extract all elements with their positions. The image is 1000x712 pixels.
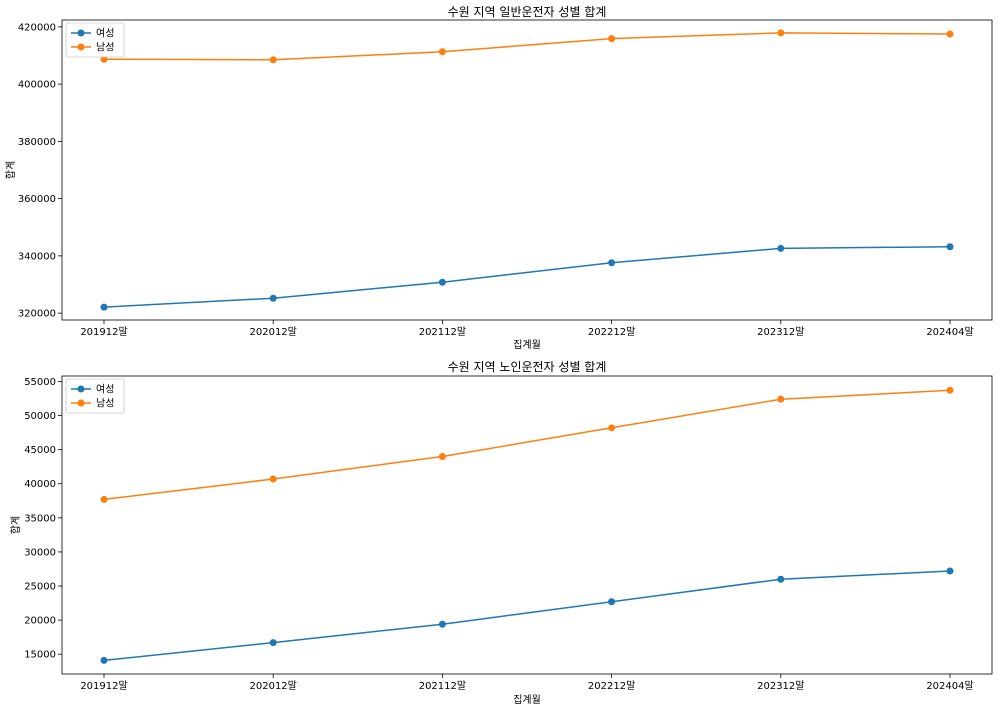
data-point <box>100 55 108 63</box>
data-point <box>438 278 446 286</box>
x-tick-label: 202212말 <box>588 326 635 338</box>
chart-title: 수원 지역 노인운전자 성별 합계 <box>448 360 607 374</box>
y-axis-label: 합계 <box>10 516 22 534</box>
y-tick-label: 35000 <box>24 513 56 524</box>
data-point <box>946 386 954 394</box>
data-point <box>269 639 277 647</box>
y-tick-label: 420000 <box>18 22 56 33</box>
y-tick-label: 15000 <box>24 650 56 661</box>
y-tick-label: 45000 <box>24 445 56 456</box>
y-tick-label: 380000 <box>18 137 56 148</box>
data-point <box>438 452 446 460</box>
y-tick-label: 50000 <box>24 411 56 422</box>
y-tick-label: 20000 <box>24 616 56 627</box>
series-line-2 <box>103 32 951 61</box>
plot-frame <box>61 375 993 675</box>
data-point <box>777 29 785 37</box>
chart-title: 수원 지역 일반운전자 성별 합계 <box>448 5 607 19</box>
data-point <box>946 30 954 38</box>
x-tick-label: 202404말 <box>926 326 973 338</box>
y-tick-label: 55000 <box>24 377 56 388</box>
data-point <box>438 620 446 628</box>
data-point <box>100 495 108 503</box>
legend-marker <box>77 29 85 37</box>
x-tick-label: 202112말 <box>419 326 466 338</box>
legend-box <box>65 378 125 414</box>
series-line-1 <box>103 245 951 308</box>
chart-1: 수원 지역 일반운전자 성별 합계 201912말 202012말 202112말 20… <box>5 5 993 351</box>
legend-marker <box>77 43 85 51</box>
legend-label: 여성 <box>96 28 114 40</box>
x-tick-label: 202312말 <box>757 680 804 692</box>
data-point <box>608 424 616 432</box>
x-tick-label: 202012말 <box>250 680 297 692</box>
x-tick-label: 202404말 <box>926 680 973 692</box>
y-axis-label: 합계 <box>5 161 17 179</box>
y-tick-label: 30000 <box>24 547 56 558</box>
data-point <box>269 475 277 483</box>
y-tick-label: 40000 <box>24 479 56 490</box>
x-tick-label: 202212말 <box>588 680 635 692</box>
chart-2: 수원 지역 노인운전자 성별 합계 201912말 202012말 202112말 20… <box>10 360 993 706</box>
data-point <box>777 395 785 403</box>
data-point <box>438 48 446 56</box>
data-point <box>100 303 108 311</box>
data-point <box>946 567 954 575</box>
data-point <box>608 598 616 606</box>
legend-marker <box>77 385 85 393</box>
data-point <box>777 244 785 252</box>
series-line-2 <box>103 389 951 501</box>
x-axis-label: 집계월 <box>513 339 541 351</box>
legend-label: 남성 <box>96 398 114 410</box>
x-axis-label: 집계월 <box>513 694 541 706</box>
data-point <box>608 35 616 43</box>
data-point <box>269 294 277 302</box>
x-tick-label: 202112말 <box>419 680 466 692</box>
x-tick-label: 202312말 <box>757 326 804 338</box>
data-point <box>269 56 277 64</box>
data-point <box>946 243 954 251</box>
y-tick-label: 360000 <box>18 194 56 205</box>
plot-frame <box>61 19 993 321</box>
x-tick-label: 202012말 <box>250 326 297 338</box>
data-point <box>777 575 785 583</box>
legend-label: 여성 <box>96 384 114 396</box>
y-tick-label: 400000 <box>18 80 56 91</box>
y-tick-label: 25000 <box>24 582 56 593</box>
data-point <box>608 259 616 267</box>
x-tick-label: 201912말 <box>80 680 127 692</box>
x-tick-label: 201912말 <box>80 326 127 338</box>
series-line-1 <box>103 570 951 662</box>
y-tick-label: 340000 <box>18 251 56 262</box>
legend-label: 남성 <box>96 42 114 54</box>
data-point <box>100 656 108 664</box>
legend-marker <box>77 399 85 407</box>
y-tick-label: 320000 <box>18 309 56 320</box>
legend-box <box>65 22 125 58</box>
